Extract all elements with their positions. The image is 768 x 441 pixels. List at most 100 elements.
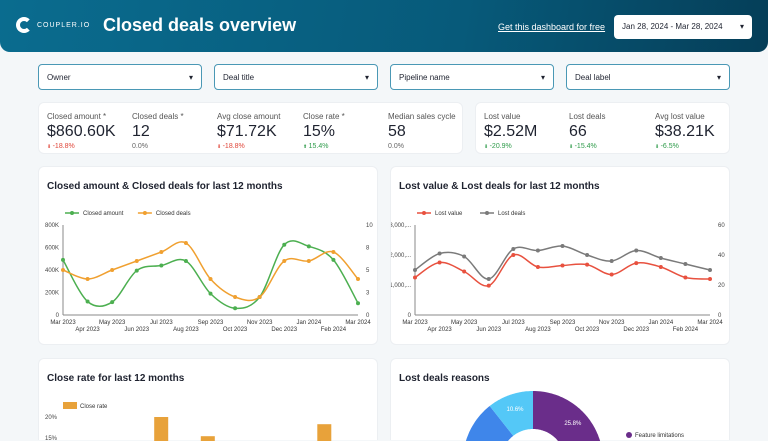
date-range-picker[interactable]: Jan 28, 2024 - Mar 28, 2024 ▾: [614, 15, 752, 39]
closed-chart-card: Closed amount & Closed deals for last 12…: [38, 166, 378, 345]
kpi-value: 66: [569, 123, 587, 140]
data-point: [85, 277, 90, 281]
x-tick: Aug 2023: [173, 327, 199, 333]
kpi-delta: ⬆ 15.4%: [303, 143, 345, 150]
x-tick: Apr 2023: [75, 327, 100, 333]
x-tick: May 2023: [451, 320, 478, 326]
kpi-delta: 0.0%: [388, 143, 456, 150]
bar: [154, 417, 169, 441]
kpi-close-rate: Close rate * 15% ⬆ 15.4%: [303, 112, 345, 150]
x-tick: Apr 2023: [427, 327, 452, 333]
y-left-tick: 1,000,...: [391, 283, 411, 289]
x-tick: Jan 2024: [648, 320, 673, 326]
legend-swatch: [63, 402, 77, 409]
x-tick: May 2023: [99, 320, 126, 326]
data-point: [708, 277, 712, 281]
filter-pipeline-name[interactable]: Pipeline name ▾: [390, 64, 554, 90]
y-left-tick: 600K: [45, 246, 59, 252]
legend-label: Closed amount: [83, 211, 124, 217]
legend-label: Lost value: [435, 211, 463, 217]
filter-deal-label[interactable]: Deal label ▾: [566, 64, 730, 90]
data-point: [560, 244, 565, 248]
x-tick: Mar 2023: [50, 320, 76, 326]
data-point: [183, 241, 188, 245]
legend-marker: [626, 432, 632, 438]
data-point: [585, 262, 590, 267]
data-point: [306, 259, 311, 263]
legend-marker: [485, 211, 489, 215]
kpi-avg-lost-value: Avg lost value $38.21K ⬇ -6.5%: [655, 112, 715, 150]
legend-marker: [70, 211, 74, 215]
kpi-delta-value: -15.4%: [574, 143, 597, 150]
kpi-label: Closed deals *: [132, 112, 184, 121]
chevron-down-icon: ▾: [188, 73, 193, 82]
x-tick: Sep 2023: [550, 320, 576, 326]
chart-title: Closed amount & Closed deals for last 12…: [47, 181, 283, 192]
kpi-label: Median sales cycle: [388, 112, 456, 121]
x-tick: Jul 2023: [502, 320, 525, 326]
x-tick: Feb 2024: [673, 327, 699, 333]
filter-label: Deal title: [223, 73, 255, 82]
kpi-delta: 0.0%: [132, 143, 184, 150]
data-point: [413, 275, 417, 280]
data-point: [437, 251, 442, 256]
chevron-down-icon: ▾: [716, 73, 721, 82]
data-point: [282, 259, 287, 263]
data-point: [462, 254, 467, 259]
filter-label: Owner: [47, 73, 71, 82]
y-right-tick: 60: [718, 223, 725, 229]
data-point: [134, 268, 139, 273]
x-tick: Oct 2023: [575, 327, 600, 333]
x-tick: Oct 2023: [223, 327, 248, 333]
x-tick: Jul 2023: [150, 320, 173, 326]
kpi-delta-value: -18.8%: [52, 143, 75, 150]
x-tick: Sep 2023: [198, 320, 224, 326]
x-tick: Dec 2023: [623, 327, 649, 333]
data-point: [257, 295, 262, 299]
kpi-value: 58: [388, 123, 406, 140]
x-tick: Nov 2023: [599, 320, 625, 326]
get-dashboard-link[interactable]: Get this dashboard for free: [498, 22, 606, 32]
legend-label: Closed deals: [156, 211, 191, 217]
kpi-label: Avg close amount: [217, 112, 281, 121]
x-tick: Mar 2024: [697, 320, 723, 326]
filter-deal-title[interactable]: Deal title ▾: [214, 64, 378, 90]
filter-owner[interactable]: Owner ▾: [38, 64, 202, 90]
legend-label: Close rate: [80, 404, 108, 410]
data-point: [110, 268, 115, 272]
lost-chart-card: Lost value & Lost deals for last 12 mont…: [390, 166, 730, 345]
data-point: [486, 277, 491, 281]
data-point: [233, 295, 238, 299]
chevron-down-icon: ▾: [739, 22, 744, 31]
filter-label: Pipeline name: [399, 73, 450, 82]
kpi-label: Close rate *: [303, 112, 345, 121]
donut-slice: [465, 406, 514, 441]
kpi-lost-value: Lost value $2.52M ⬇ -20.9%: [484, 112, 537, 150]
x-tick: Jun 2023: [124, 327, 149, 333]
data-point: [413, 268, 417, 272]
trend-arrow-icon: ⬇: [484, 144, 490, 150]
y-tick: 15%: [45, 436, 58, 441]
data-point: [486, 283, 491, 288]
data-point: [634, 248, 639, 253]
x-tick: Nov 2023: [247, 320, 273, 326]
trend-arrow-icon: ⬆: [303, 144, 309, 150]
kpi-median-sales-cycle: Median sales cycle 58 0.0%: [388, 112, 456, 150]
close-rate-card: Close rate for last 12 months Close rate…: [38, 358, 378, 441]
series-line-lost-deals: [414, 245, 711, 280]
kpi-delta-value: 0.0%: [388, 143, 404, 150]
x-tick: Feb 2024: [321, 327, 347, 333]
data-point: [356, 277, 360, 281]
coupler-logo[interactable]: COUPLER.IO: [16, 17, 90, 33]
y-left-tick: 800K: [45, 223, 59, 229]
x-tick: Mar 2023: [402, 320, 428, 326]
kpi-closed-amount: Closed amount * $860.60K ⬇ -18.8%: [47, 112, 116, 150]
y-right-tick: 0: [366, 313, 370, 319]
data-point: [658, 265, 663, 269]
header: COUPLER.IO Closed deals overview Get thi…: [0, 0, 768, 52]
kpi-value: $2.52M: [484, 123, 538, 140]
legend-marker: [422, 211, 426, 215]
y-right-tick: 3: [366, 291, 370, 297]
lost-line-chart: 0 1,000,... 2,000,... 3,000,... 0 20 40 60 Mar 2…: [391, 211, 725, 333]
